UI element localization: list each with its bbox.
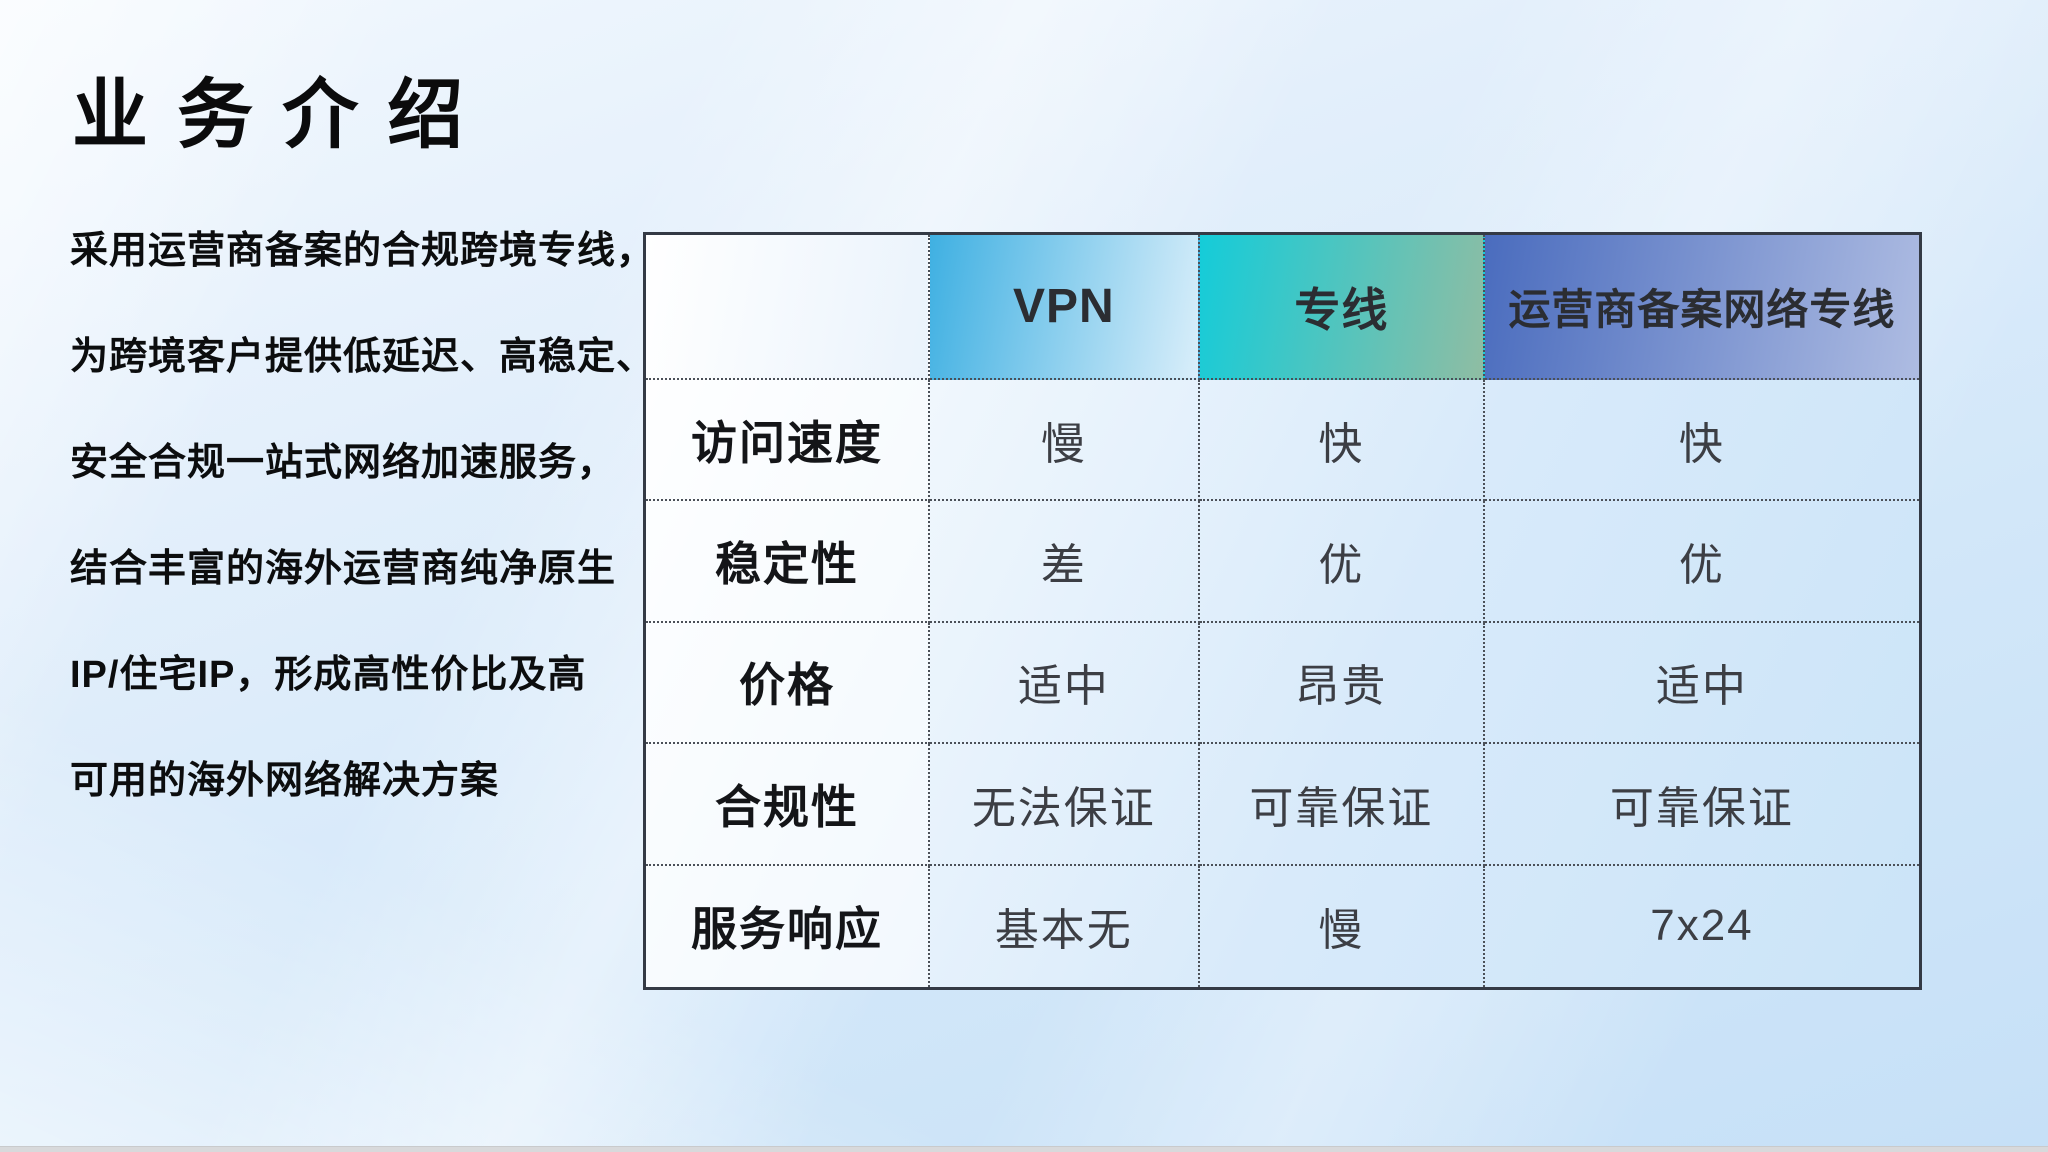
intro-line: 为跨境客户提供低延迟、高稳定、 [70,336,656,378]
table-cell: 基本无 [930,865,1200,987]
intro-line: 安全合规一站式网络加速服务， [70,442,617,484]
table-header-dedicated-line: 专线 [1199,235,1485,380]
table-header-carrier-registered-line: 运营商备案网络专线 [1484,235,1919,380]
table-row-label: 服务响应 [646,865,930,987]
table-cell: 无法保证 [929,744,1200,866]
table-cell: 优 [1199,501,1485,623]
intro-line: 结合丰富的海外运营商纯净原生 [70,548,617,590]
table-cell: 可靠保证 [1199,744,1485,866]
intro-line: 采用运营商备案的合规跨境专线， [70,230,656,272]
table-row-label: 价格 [646,622,930,745]
table-header-vpn: VPN [929,235,1200,380]
intro-paragraph: 采用运营商备案的合规跨境专线， 为跨境客户提供低延迟、高稳定、 安全合规一站式网… [70,198,656,834]
table-header-label: 运营商备案网络专线 [1508,286,1896,333]
table-header-label: VPN [1012,280,1115,333]
bottom-edge-strip [0,1146,2048,1152]
table-cell: 可靠保证 [1484,744,1919,866]
table-cell: 7x24 [1650,901,1754,951]
intro-line: IP/住宅IP，形成高性价比及高 [70,654,587,696]
table-header-label: 专线 [1294,283,1389,336]
table-cell: 适中 [1484,623,1919,745]
page-title: 业 务 介 绍 [72,73,468,158]
table-cell: 快 [1199,380,1485,502]
table-cell: 快 [1484,380,1919,502]
table-cell: 适中 [929,622,1200,745]
table-cell: 差 [929,501,1200,623]
comparison-table: VPN 专线 运营商备案网络专线 访问速度 慢 快 快 稳定性 差 优 [643,232,1922,990]
table-cell: 慢 [1200,865,1485,987]
table-row-label: 合规性 [646,744,930,866]
table-row-label: 访问速度 [646,380,930,502]
table-cell: 昂贵 [1199,622,1485,745]
table-row-label: 稳定性 [646,501,930,623]
table-header-empty [646,235,930,380]
table-cell: 优 [1484,501,1919,623]
intro-line: 可用的海外网络解决方案 [70,760,500,802]
table-cell: 慢 [929,380,1200,502]
